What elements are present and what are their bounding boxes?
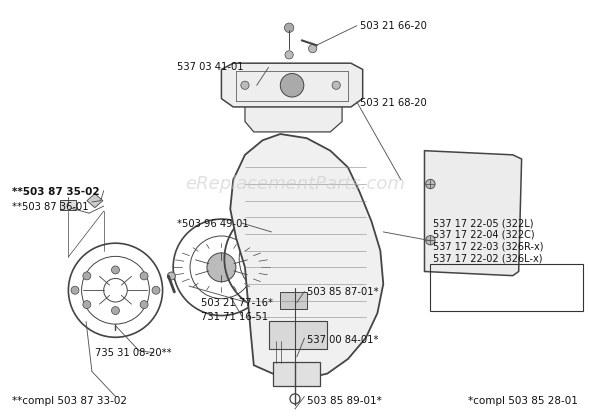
- Text: 503 21 66-20: 503 21 66-20: [360, 21, 427, 31]
- Text: eReplacementParts.com: eReplacementParts.com: [185, 175, 405, 193]
- Text: 537 17 22-03 (326R-x): 537 17 22-03 (326R-x): [433, 242, 544, 252]
- Circle shape: [112, 306, 119, 314]
- Text: *503 96 49-01: *503 96 49-01: [177, 219, 249, 229]
- Text: 503 85 87-01*: 503 85 87-01*: [307, 287, 378, 297]
- Circle shape: [168, 272, 175, 280]
- Text: 537 17 22-02 (326L-x): 537 17 22-02 (326L-x): [433, 253, 543, 263]
- Bar: [60, 200, 76, 210]
- Polygon shape: [230, 134, 384, 380]
- Circle shape: [280, 74, 304, 97]
- Circle shape: [152, 286, 160, 294]
- Circle shape: [241, 81, 249, 89]
- Polygon shape: [245, 101, 342, 132]
- Circle shape: [140, 272, 148, 280]
- Polygon shape: [87, 194, 103, 208]
- FancyBboxPatch shape: [273, 362, 320, 386]
- Bar: [430, 264, 584, 311]
- Circle shape: [425, 235, 435, 245]
- Text: **503 87 36-01: **503 87 36-01: [12, 202, 89, 212]
- Text: *compl 503 85 28-01: *compl 503 85 28-01: [468, 396, 578, 405]
- Circle shape: [284, 23, 294, 33]
- Text: 537 17 22-04 (322C): 537 17 22-04 (322C): [433, 230, 535, 240]
- Bar: [268, 321, 327, 349]
- Polygon shape: [221, 63, 363, 107]
- Circle shape: [425, 179, 435, 189]
- Circle shape: [309, 44, 317, 53]
- Circle shape: [71, 286, 79, 294]
- Circle shape: [207, 253, 236, 282]
- Bar: [280, 292, 307, 309]
- Circle shape: [285, 51, 293, 59]
- Circle shape: [83, 272, 91, 280]
- Circle shape: [271, 252, 284, 265]
- Text: 503 85 89-01*: 503 85 89-01*: [307, 396, 382, 405]
- Text: 537 00 84-01*: 537 00 84-01*: [307, 335, 378, 345]
- Text: 537 03 41-01: 537 03 41-01: [177, 62, 244, 72]
- Text: **compl 503 87 33-02: **compl 503 87 33-02: [12, 396, 127, 405]
- Text: 537 17 22-05 (322L): 537 17 22-05 (322L): [433, 218, 534, 228]
- Polygon shape: [424, 150, 522, 275]
- Circle shape: [112, 266, 119, 274]
- Text: **503 87 35-02: **503 87 35-02: [12, 186, 100, 196]
- Circle shape: [83, 301, 91, 308]
- Text: 731 71 16-51: 731 71 16-51: [201, 312, 268, 322]
- Circle shape: [332, 81, 340, 89]
- Text: 503 21 68-20: 503 21 68-20: [360, 98, 427, 108]
- Circle shape: [140, 301, 148, 308]
- Text: 503 21 77-16*: 503 21 77-16*: [201, 298, 273, 308]
- Text: 735 31 08-20**: 735 31 08-20**: [95, 348, 172, 358]
